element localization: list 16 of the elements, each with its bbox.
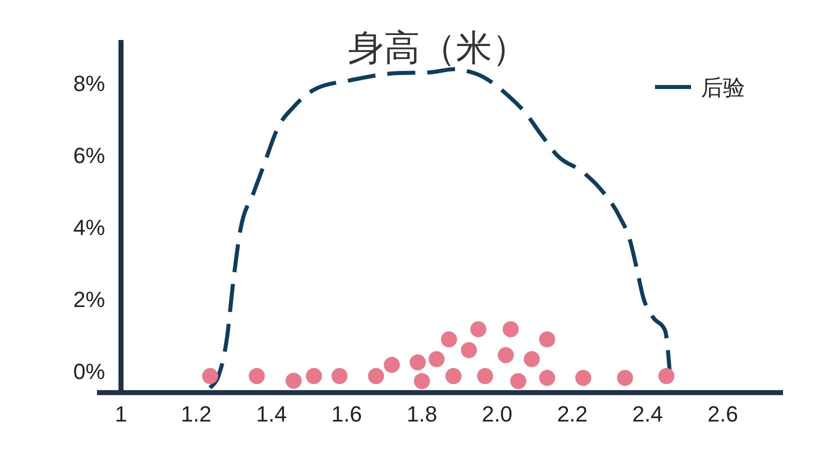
x-tick: 2.2 xyxy=(557,402,588,427)
x-tick: 1.6 xyxy=(331,402,362,427)
x-tick: 1.2 xyxy=(180,402,212,427)
x-tick: 1.4 xyxy=(256,402,287,427)
x-tick: 2.6 xyxy=(708,402,738,427)
x-tick: 1.8 xyxy=(406,402,438,427)
y-tick: 6% xyxy=(73,143,105,168)
y-tick: 0% xyxy=(73,359,105,384)
x-tick: 2.4 xyxy=(632,402,663,427)
y-tick: 4% xyxy=(73,215,105,240)
title: 身高（米） xyxy=(348,28,528,69)
y-tick: 8% xyxy=(73,71,105,96)
x-tick: 1 xyxy=(114,402,128,427)
y-tick: 2% xyxy=(73,287,105,312)
legend-label: 后验 xyxy=(701,76,745,101)
x-tick: 2.0 xyxy=(482,402,512,427)
